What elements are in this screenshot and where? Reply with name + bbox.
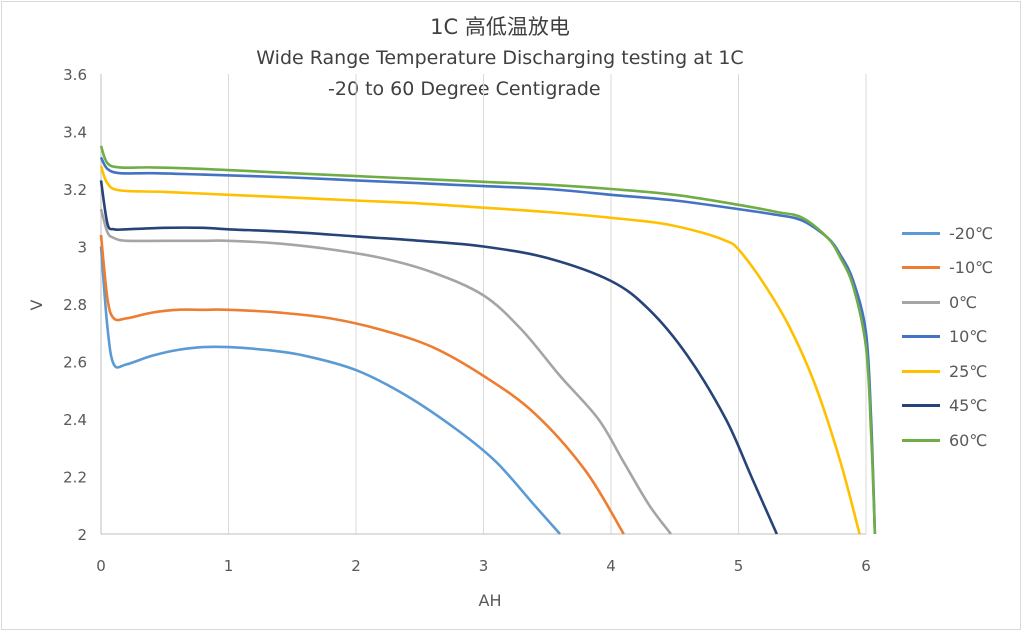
legend-label: 60℃ [949,430,988,450]
legend-swatch [902,335,940,338]
y-tick-label: 2.4 [63,411,87,429]
legend-swatch [902,266,940,269]
legend-swatch [902,404,940,407]
y-tick-label: 2.2 [63,469,87,487]
legend-label: -10℃ [949,258,994,277]
legend-label: 0℃ [949,292,978,312]
x-axis-label: AH [479,591,502,610]
legend-item: -20℃ [902,223,993,243]
series-line-5 [99,180,778,535]
legend-label: 45℃ [949,396,988,415]
series-line-1 [99,234,625,535]
y-tick-label: 2 [77,526,87,544]
y-tick-label: 3.4 [63,124,87,142]
legend-item: 0℃ [902,292,977,312]
x-tick-label: 5 [734,557,744,575]
chart-title: 1C 高低温放电 [430,15,570,39]
x-tick-label: 0 [96,557,106,575]
series-lines [99,145,877,535]
legend-swatch [902,438,940,442]
y-tick-label: 3.6 [63,66,87,84]
chart-subtitle-line1: Wide Range Temperature Discharging testi… [256,47,744,69]
y-tick-label: 3.2 [63,181,87,199]
legend-label: -20℃ [949,223,994,243]
legend-item: 45℃ [902,396,987,416]
y-tick-label: 3 [77,239,87,257]
chart-subtitle-line2: -20 to 60 Degree Centigrade [328,78,601,100]
y-tick-label: 2.8 [63,296,87,314]
tick-labels: 0 1 2 3 4 5 6 2 2.2 2.4 2.6 2.8 3 3.2 3.4 3.6 [63,66,871,575]
legend-label: 10℃ [949,327,988,346]
x-tick-label: 3 [479,557,489,575]
series-line-0 [99,246,561,535]
y-tick-label: 2.6 [63,354,87,372]
legend-swatch [902,369,940,373]
x-tick-label: 4 [606,557,616,575]
legend-swatch [902,300,940,304]
y-axis-label: V [27,299,46,310]
series-line-4 [99,165,861,535]
legend-item: -10℃ [902,258,993,278]
legend-item: 10℃ [902,327,987,347]
legend-swatch [902,231,940,235]
series-line-3 [99,156,877,535]
x-tick-label: 2 [351,557,361,575]
series-line-2 [99,208,672,535]
legend-item: 25℃ [902,361,987,381]
series-line-6 [99,145,877,535]
legend-label: 25℃ [949,361,988,381]
legend-item: 60℃ [902,430,987,450]
grid-lines [100,74,867,535]
x-tick-label: 6 [861,557,871,575]
x-tick-label: 1 [224,557,234,575]
